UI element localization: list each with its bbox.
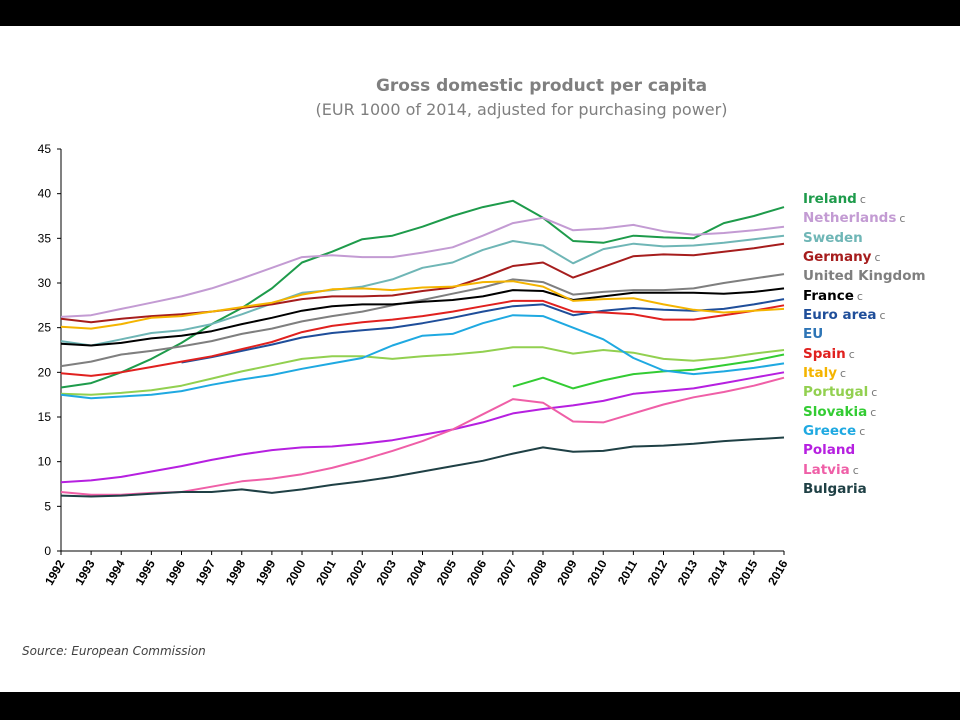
- series-line-sweden: [60, 234, 785, 347]
- x-tick-label: 2003: [373, 557, 399, 587]
- x-tick-label: 1995: [132, 557, 158, 587]
- series-line-bulgaria: [60, 436, 785, 498]
- legend-label: Ireland: [803, 191, 857, 207]
- series-line-germany: [60, 242, 785, 324]
- legend-label: Germany: [803, 249, 872, 266]
- legend-label: Slovakia: [803, 403, 868, 420]
- legend-label: Sweden: [803, 229, 863, 246]
- x-tick-label: 2007: [494, 557, 520, 587]
- legend-label: EU: [803, 326, 824, 343]
- legend-marker: c: [871, 386, 878, 400]
- legend-marker: c: [870, 405, 877, 419]
- legend-marker: c: [879, 309, 886, 323]
- legend-item-slovakia: Slovakia c: [803, 403, 926, 422]
- legend-label: Netherlands: [803, 210, 897, 227]
- x-tick-label: 1996: [163, 557, 189, 587]
- legend-label: Greece: [803, 423, 857, 440]
- legend-item-united-kingdom: United Kingdom: [803, 267, 926, 286]
- series-line-france: [60, 287, 785, 347]
- series-line-united-kingdom: [60, 273, 785, 368]
- y-tick-label: 0: [44, 544, 51, 558]
- x-tick-label: 2009: [554, 557, 580, 587]
- legend-item-germany: Germany c: [803, 248, 926, 267]
- legend-marker: c: [859, 425, 866, 439]
- legend-marker: c: [856, 289, 863, 303]
- x-tick-label: 2013: [675, 557, 701, 587]
- series-line-latvia: [60, 376, 785, 496]
- legend-label: France: [803, 287, 854, 304]
- legend-marker: c: [852, 463, 859, 477]
- legend-item-sweden: Sweden: [803, 229, 926, 248]
- x-tick-label: 2012: [645, 557, 671, 587]
- series-line-italy: [60, 280, 785, 330]
- y-tick-label: 25: [38, 321, 52, 335]
- x-tick-label: 2001: [313, 557, 339, 587]
- series-line-ireland: [60, 199, 785, 389]
- legend-marker: c: [899, 212, 906, 226]
- y-tick-label: 5: [44, 499, 51, 513]
- legend-label: Italy: [803, 365, 838, 382]
- legend-item-portugal: Portugal c: [803, 383, 926, 402]
- legend-label: Portugal: [803, 384, 869, 401]
- x-tick-label: 1997: [193, 557, 219, 587]
- x-tick-label: 2014: [705, 557, 731, 587]
- x-tick-label: 1993: [72, 557, 98, 587]
- x-tick-label: 1998: [223, 557, 249, 587]
- series-line-greece: [60, 314, 785, 400]
- series-line-slovakia: [512, 353, 785, 390]
- legend-marker: c: [874, 251, 881, 265]
- y-tick-label: 30: [38, 276, 52, 290]
- legend-item-eu: EU: [803, 325, 926, 344]
- y-tick-label: 35: [38, 231, 52, 245]
- legend-item-latvia: Latvia c: [803, 461, 926, 480]
- legend-item-greece: Greece c: [803, 422, 926, 441]
- y-tick-label: 40: [38, 187, 52, 201]
- series-line-poland: [60, 371, 785, 484]
- x-tick-label: 2005: [434, 557, 460, 587]
- legend-item-spain: Spain c: [803, 345, 926, 364]
- series-line-spain: [60, 299, 785, 377]
- legend-item-euro-area: Euro area c: [803, 306, 926, 325]
- y-tick-label: 15: [38, 410, 52, 424]
- legend-item-ireland: Ireland c: [803, 190, 926, 209]
- slide-canvas: Gross domestic product per capita (EUR 1…: [0, 26, 960, 692]
- series-line-euro-area: [181, 298, 785, 364]
- y-tick-label: 20: [38, 365, 52, 379]
- legend-item-france: France c: [803, 287, 926, 306]
- x-tick-label: 2016: [765, 557, 791, 587]
- y-tick-label: 45: [38, 142, 52, 156]
- legend-marker: c: [848, 347, 855, 361]
- legend-item-bulgaria: Bulgaria: [803, 480, 926, 499]
- chart-subtitle: (EUR 1000 of 2014, adjusted for purchasi…: [315, 100, 728, 119]
- x-tick-label: 2000: [283, 557, 309, 587]
- chart-title: Gross domestic product per capita: [375, 76, 708, 96]
- source-note: Source: European Commission: [22, 644, 206, 658]
- legend-item-italy: Italy c: [803, 364, 926, 383]
- series-line-portugal: [60, 346, 785, 396]
- x-tick-label: 2015: [735, 557, 761, 587]
- legend-marker: c: [840, 367, 847, 381]
- legend-label: United Kingdom: [803, 268, 926, 285]
- x-tick-label: 2002: [343, 557, 369, 587]
- x-tick-label: 2004: [404, 557, 430, 587]
- legend-label: Euro area: [803, 307, 877, 324]
- legend-label: Bulgaria: [803, 481, 867, 498]
- legend-label: Latvia: [803, 461, 850, 478]
- x-tick-label: 2006: [464, 557, 490, 587]
- x-tick-label: 2011: [615, 557, 640, 587]
- legend-item-poland: Poland: [803, 441, 926, 460]
- legend-label: Poland: [803, 442, 856, 459]
- legend-marker: c: [859, 193, 866, 206]
- legend-item-netherlands: Netherlands c: [803, 209, 926, 228]
- chart-legend: Ireland c Netherlands c Sweden Germany c United…: [803, 190, 926, 500]
- legend-label: Spain: [803, 345, 846, 362]
- y-tick-label: 10: [38, 455, 52, 469]
- x-tick-label: 1994: [102, 557, 128, 587]
- series-line-netherlands: [60, 216, 785, 318]
- x-tick-label: 1999: [253, 557, 279, 587]
- x-tick-label: 2008: [524, 557, 550, 587]
- x-tick-label: 1992: [42, 557, 68, 587]
- x-tick-label: 2010: [584, 557, 610, 587]
